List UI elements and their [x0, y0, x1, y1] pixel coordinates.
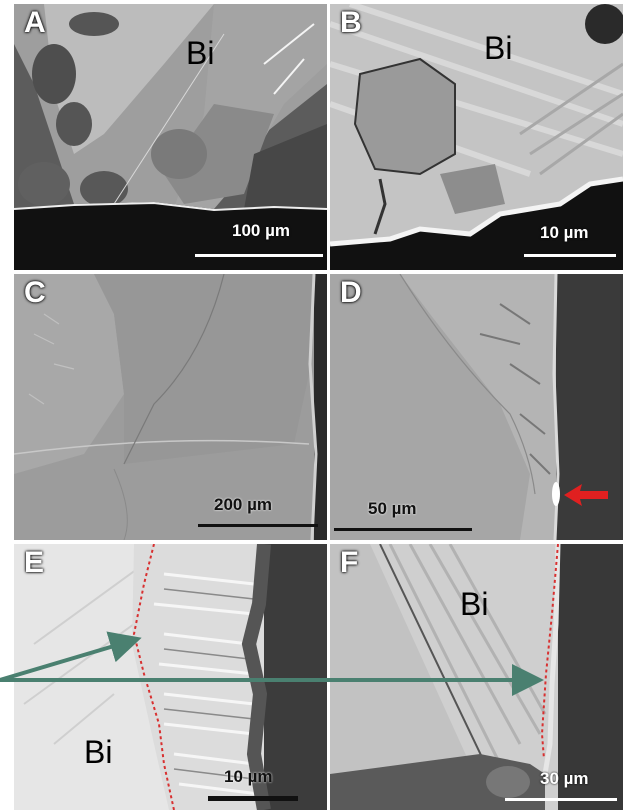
panel-b-material-label: Bi: [484, 30, 513, 66]
panel-e-image: [14, 544, 327, 810]
panel-e-label: E: [24, 546, 45, 579]
panel-a-scale-text: 100 µm: [232, 221, 290, 240]
panel-c-image: [14, 274, 327, 540]
panel-f-scale-text: 30 µm: [540, 769, 589, 788]
panel-a-image: [14, 4, 327, 270]
panel-f-label: F: [340, 546, 359, 579]
panel-c-scale-bar: [198, 524, 318, 527]
panel-b-label: B: [340, 6, 362, 39]
panel-f-scale-bar: [505, 798, 617, 801]
panel-d-scale-text: 50 µm: [368, 499, 417, 518]
panel-d-scale-bar: [334, 528, 472, 531]
panel-d: D 50 µm: [330, 274, 623, 540]
panel-f-image: [330, 544, 623, 810]
panel-b: B Bi 10 µm: [330, 4, 623, 270]
panel-b-scale-bar: [524, 254, 616, 257]
panel-f-material-label: Bi: [460, 586, 489, 622]
panel-a-material-label: Bi: [186, 35, 215, 71]
panel-b-image: [330, 4, 623, 270]
panel-c-label: C: [24, 276, 46, 309]
panel-c: C 200 µm: [14, 274, 327, 540]
panel-b-scale-text: 10 µm: [540, 223, 589, 242]
panel-d-label: D: [340, 276, 362, 309]
panel-e-scale-bar: [208, 796, 298, 801]
panel-d-image: [330, 274, 623, 540]
panel-e: E Bi 10 µm: [14, 544, 327, 810]
panel-c-scale-text: 200 µm: [214, 495, 272, 514]
panel-a-label: A: [24, 6, 46, 39]
panel-a: A Bi 100 µm: [14, 4, 327, 270]
panel-a-scale-bar: [195, 254, 323, 257]
panel-e-scale-text: 10 µm: [224, 767, 273, 786]
panel-f: F Bi 30 µm: [330, 544, 623, 810]
panel-e-material-label: Bi: [84, 734, 113, 770]
red-arrow-icon: [564, 484, 608, 506]
